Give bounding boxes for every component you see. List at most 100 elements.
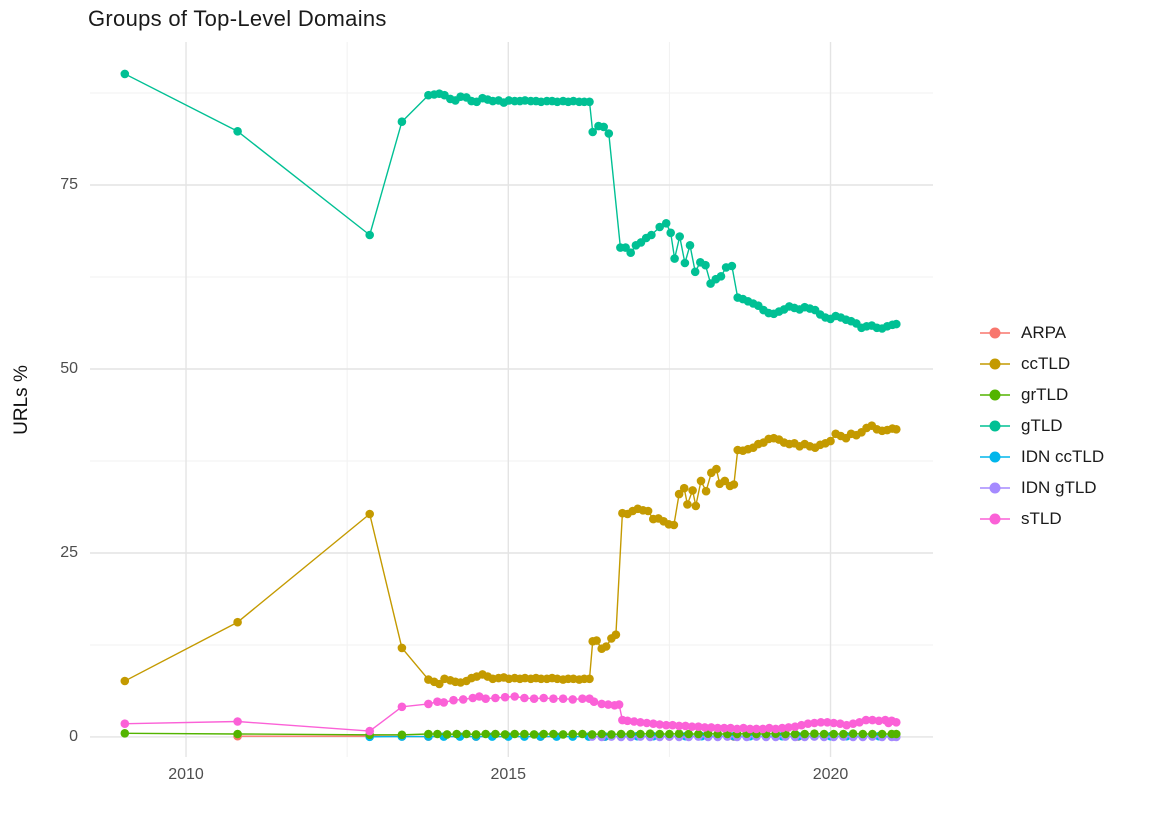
data-point [861, 715, 871, 725]
data-point [668, 720, 677, 730]
data-point [435, 679, 444, 689]
legend-label: grTLD [1021, 385, 1069, 404]
data-point [529, 730, 539, 739]
data-point [892, 425, 901, 434]
data-point [433, 729, 442, 739]
data-point [670, 254, 679, 263]
data-point [679, 483, 689, 493]
data-point [120, 729, 130, 738]
legend-item-grTLD: grTLD [978, 380, 1068, 410]
data-point [645, 729, 655, 738]
data-point [636, 718, 645, 727]
data-point [452, 729, 462, 739]
data-point [739, 723, 748, 733]
y-tick-label: 0 [69, 727, 78, 745]
data-point [120, 69, 130, 79]
data-point [892, 319, 901, 329]
data-point [510, 729, 519, 739]
data-point [491, 693, 500, 703]
data-point [616, 729, 626, 739]
data-point [120, 719, 130, 728]
data-point [701, 486, 711, 496]
data-point [597, 699, 606, 709]
data-point [597, 729, 606, 739]
data-point [800, 729, 809, 739]
legend-key-icon [980, 358, 1010, 370]
data-point [365, 726, 375, 736]
data-point [539, 729, 548, 739]
data-point [481, 694, 491, 703]
data-point [500, 730, 510, 739]
data-point [529, 694, 539, 703]
data-point [589, 697, 599, 706]
legend-key-icon [980, 513, 1010, 525]
data-point [696, 476, 706, 486]
data-point [810, 718, 819, 728]
data-point [442, 730, 452, 739]
data-point [642, 718, 652, 728]
data-point [491, 729, 500, 739]
x-tick-label: 2015 [490, 766, 527, 783]
data-point [614, 700, 624, 709]
data-point [471, 730, 481, 739]
data-point [365, 509, 375, 519]
data-point [585, 674, 594, 684]
data-point [397, 643, 407, 653]
data-point [578, 694, 587, 703]
data-point [604, 129, 614, 138]
data-point [690, 267, 700, 277]
data-point [848, 719, 858, 728]
data-point [683, 500, 692, 509]
data-point [626, 248, 635, 257]
data-point [727, 261, 737, 271]
data-point [680, 258, 690, 268]
data-point [424, 729, 433, 739]
y-tick-label: 75 [60, 176, 78, 193]
data-point [462, 729, 471, 739]
data-point [655, 729, 664, 739]
data-point [839, 729, 848, 739]
legend-label: ccTLD [1021, 354, 1071, 373]
data-point [629, 717, 639, 726]
data-point [829, 729, 838, 739]
data-point [826, 436, 835, 446]
data-point [771, 724, 780, 734]
data-point [468, 693, 478, 703]
data-point [874, 716, 884, 726]
data-point [568, 729, 577, 739]
data-point [712, 464, 721, 474]
data-point [777, 723, 787, 733]
data-point [481, 729, 491, 739]
data-point [449, 695, 458, 705]
data-point [649, 719, 658, 728]
data-point [424, 699, 433, 709]
data-point [588, 127, 597, 137]
data-point [797, 720, 806, 730]
data-point [623, 716, 632, 726]
legend-item-ccTLD: ccTLD [978, 349, 1070, 379]
series-gTLD [120, 69, 901, 333]
data-point [611, 630, 621, 639]
data-point [713, 729, 722, 739]
data-point [745, 724, 755, 734]
data-point [829, 718, 838, 728]
legend-item-ARPA: ARPA [978, 318, 1066, 348]
data-point [601, 642, 611, 651]
data-point [784, 723, 793, 732]
data-point [458, 695, 468, 704]
chart-title: Groups of Top-Level Domains [88, 6, 387, 31]
data-point [549, 694, 558, 703]
data-point [790, 729, 800, 739]
data-point [233, 617, 242, 627]
data-point [892, 718, 901, 727]
data-point [716, 272, 726, 281]
data-point [643, 506, 653, 516]
gridlines [90, 42, 933, 757]
data-point [868, 729, 877, 739]
data-point [842, 720, 851, 730]
legend-label: IDN ccTLD [1021, 447, 1105, 466]
data-point [681, 721, 690, 731]
data-point [877, 729, 887, 739]
data-point [233, 729, 242, 739]
